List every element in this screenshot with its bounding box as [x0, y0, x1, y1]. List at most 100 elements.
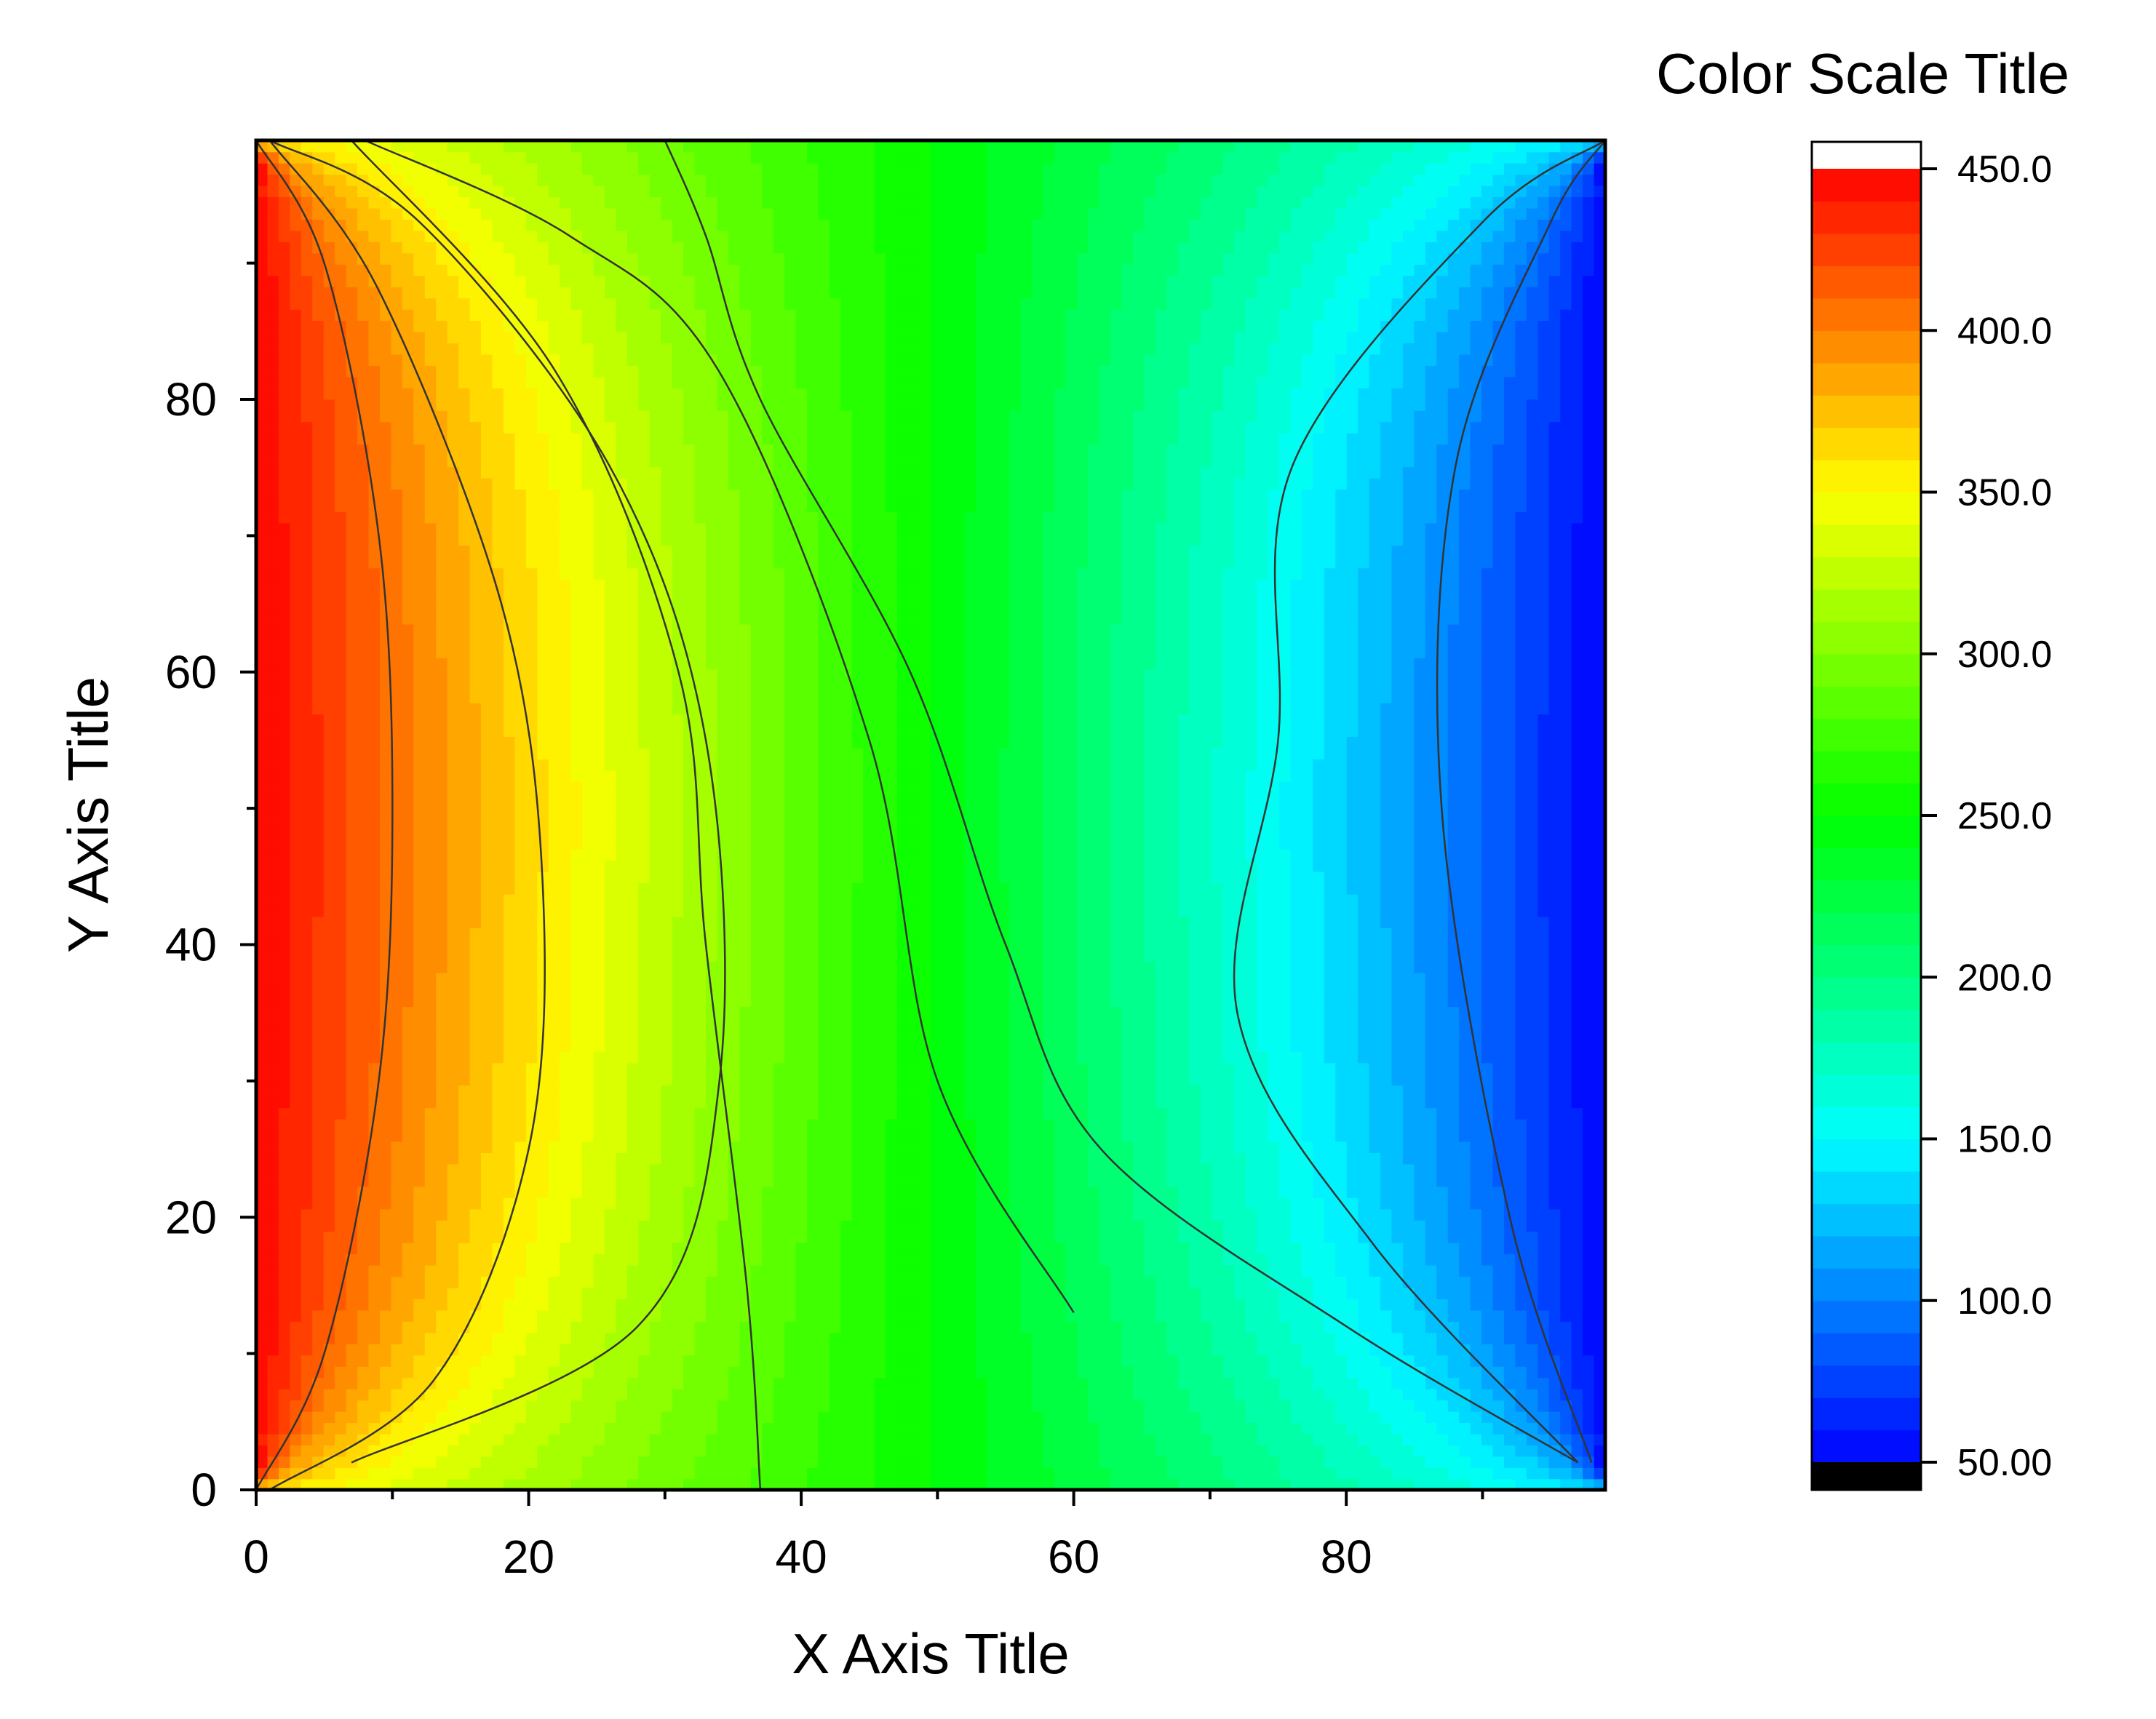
contour-fill-cell	[1290, 1062, 1302, 1074]
contour-fill-cell	[1425, 1264, 1438, 1277]
contour-fill-cell	[1020, 1118, 1033, 1131]
contour-fill-cell	[1538, 1197, 1550, 1210]
contour-fill-cell	[987, 1017, 999, 1030]
contour-fill-cell	[1313, 1152, 1325, 1165]
contour-fill-cell	[301, 1400, 314, 1412]
contour-fill-cell	[525, 1197, 538, 1210]
contour-fill-cell	[1144, 1242, 1156, 1255]
contour-fill-cell	[492, 1118, 504, 1131]
contour-fill-cell	[683, 1445, 696, 1457]
contour-fill-cell	[773, 1186, 785, 1198]
contour-fill-cell	[896, 1242, 909, 1255]
contour-fill-cell	[1447, 1365, 1460, 1379]
contour-fill-cell	[908, 1377, 920, 1389]
contour-fill-cell	[1391, 1208, 1404, 1221]
contour-fill-cell	[683, 1017, 696, 1030]
contour-fill-cell	[413, 1130, 426, 1142]
contour-fill-cell	[503, 1175, 516, 1187]
contour-fill-cell	[1470, 1175, 1482, 1187]
contour-fill-cell	[1538, 1388, 1550, 1401]
contour-fill-cell	[952, 1411, 966, 1424]
contour-fill-cell	[1538, 1287, 1550, 1300]
contour-fill-cell	[717, 1096, 729, 1109]
contour-fill-cell	[1009, 1141, 1022, 1154]
contour-fill-cell	[1391, 1231, 1404, 1243]
contour-fill-cell	[1200, 1445, 1213, 1457]
contour-fill-cell	[694, 1365, 707, 1379]
contour-fill-cell	[896, 1040, 909, 1052]
contour-fill-cell	[1200, 1141, 1213, 1154]
contour-fill-cell	[525, 1433, 538, 1445]
contour-fill-cell	[301, 1029, 314, 1041]
contour-fill-cell	[469, 1163, 482, 1176]
contour-fill-cell	[1538, 1085, 1550, 1097]
contour-fill-cell	[942, 1186, 954, 1198]
contour-fill-cell	[1515, 1344, 1527, 1356]
contour-fill-cell	[908, 1175, 920, 1187]
contour-fill-cell	[1335, 1118, 1348, 1131]
contour-fill-cell	[548, 1478, 560, 1490]
contour-fill-cell	[1447, 1051, 1460, 1064]
contour-fill-cell	[1166, 1242, 1179, 1255]
contour-fill-cell	[1583, 1231, 1595, 1243]
contour-fill-cell	[886, 1456, 898, 1468]
contour-fill-cell	[874, 1051, 886, 1064]
contour-fill-cell	[436, 1118, 448, 1131]
contour-fill-cell	[1222, 1411, 1235, 1424]
contour-fill-cell	[1290, 1107, 1302, 1120]
contour-fill-cell	[402, 1309, 415, 1322]
contour-fill-cell	[1257, 1467, 1269, 1480]
contour-fill-cell	[931, 1478, 943, 1490]
contour-fill-cell	[1538, 1276, 1550, 1288]
contour-fill-cell	[560, 1040, 572, 1052]
contour-fill-cell	[1594, 1355, 1605, 1367]
contour-fill-cell	[1470, 1220, 1482, 1232]
contour-fill-cell	[739, 1152, 752, 1165]
contour-fill-cell	[1099, 1344, 1111, 1356]
contour-fill-cell	[1234, 1287, 1246, 1300]
contour-fill-cell	[323, 1309, 335, 1322]
contour-fill-cell	[728, 1433, 741, 1445]
contour-fill-cell	[1121, 1332, 1134, 1344]
contour-fill-cell	[1043, 1388, 1055, 1401]
contour-fill-cell	[750, 1197, 763, 1210]
contour-fill-cell	[1088, 1388, 1100, 1401]
contour-fill-cell	[1369, 1074, 1381, 1086]
contour-fill-cell	[436, 1017, 448, 1030]
contour-fill-cell	[1054, 1445, 1067, 1457]
contour-fill-cell	[492, 1208, 504, 1221]
contour-fill-cell	[278, 1467, 291, 1480]
contour-fill-cell	[1099, 1242, 1111, 1255]
contour-fill-cell	[1032, 1118, 1044, 1131]
contour-fill-cell	[1515, 1276, 1527, 1288]
contour-fill-cell	[1177, 1152, 1190, 1165]
contour-fill-cell	[706, 1130, 718, 1142]
contour-fill-cell	[424, 1017, 437, 1030]
contour-fill-cell	[1313, 1220, 1325, 1232]
contour-fill-cell	[1234, 1422, 1246, 1435]
contour-fill-cell	[952, 1062, 966, 1074]
contour-fill-cell	[458, 1299, 471, 1311]
contour-fill-cell	[706, 1096, 718, 1109]
contour-fill-cell	[1065, 1321, 1078, 1333]
contour-fill-cell	[1369, 1400, 1381, 1412]
contour-fill-cell	[256, 1231, 268, 1243]
contour-fill-cell	[840, 1388, 853, 1401]
contour-fill-cell	[1189, 1186, 1201, 1198]
contour-fill-cell	[1133, 1309, 1145, 1322]
contour-fill-cell	[1177, 1276, 1190, 1288]
contour-fill-cell	[706, 1365, 718, 1379]
contour-fill-cell	[1278, 1264, 1292, 1277]
contour-fill-cell	[560, 1299, 572, 1311]
contour-fill-cell	[661, 1175, 673, 1187]
contour-fill-cell	[1166, 1365, 1179, 1379]
contour-fill-cell	[413, 1074, 426, 1086]
contour-fill-cell	[874, 1365, 886, 1379]
contour-fill-cell	[908, 1321, 920, 1333]
contour-fill-cell	[1065, 1478, 1078, 1490]
contour-fill-cell	[1380, 1299, 1393, 1311]
contour-fill-cell	[1526, 1467, 1539, 1480]
contour-fill-cell	[368, 1096, 381, 1109]
contour-fill-cell	[1110, 1152, 1123, 1165]
contour-fill-cell	[818, 1085, 830, 1097]
